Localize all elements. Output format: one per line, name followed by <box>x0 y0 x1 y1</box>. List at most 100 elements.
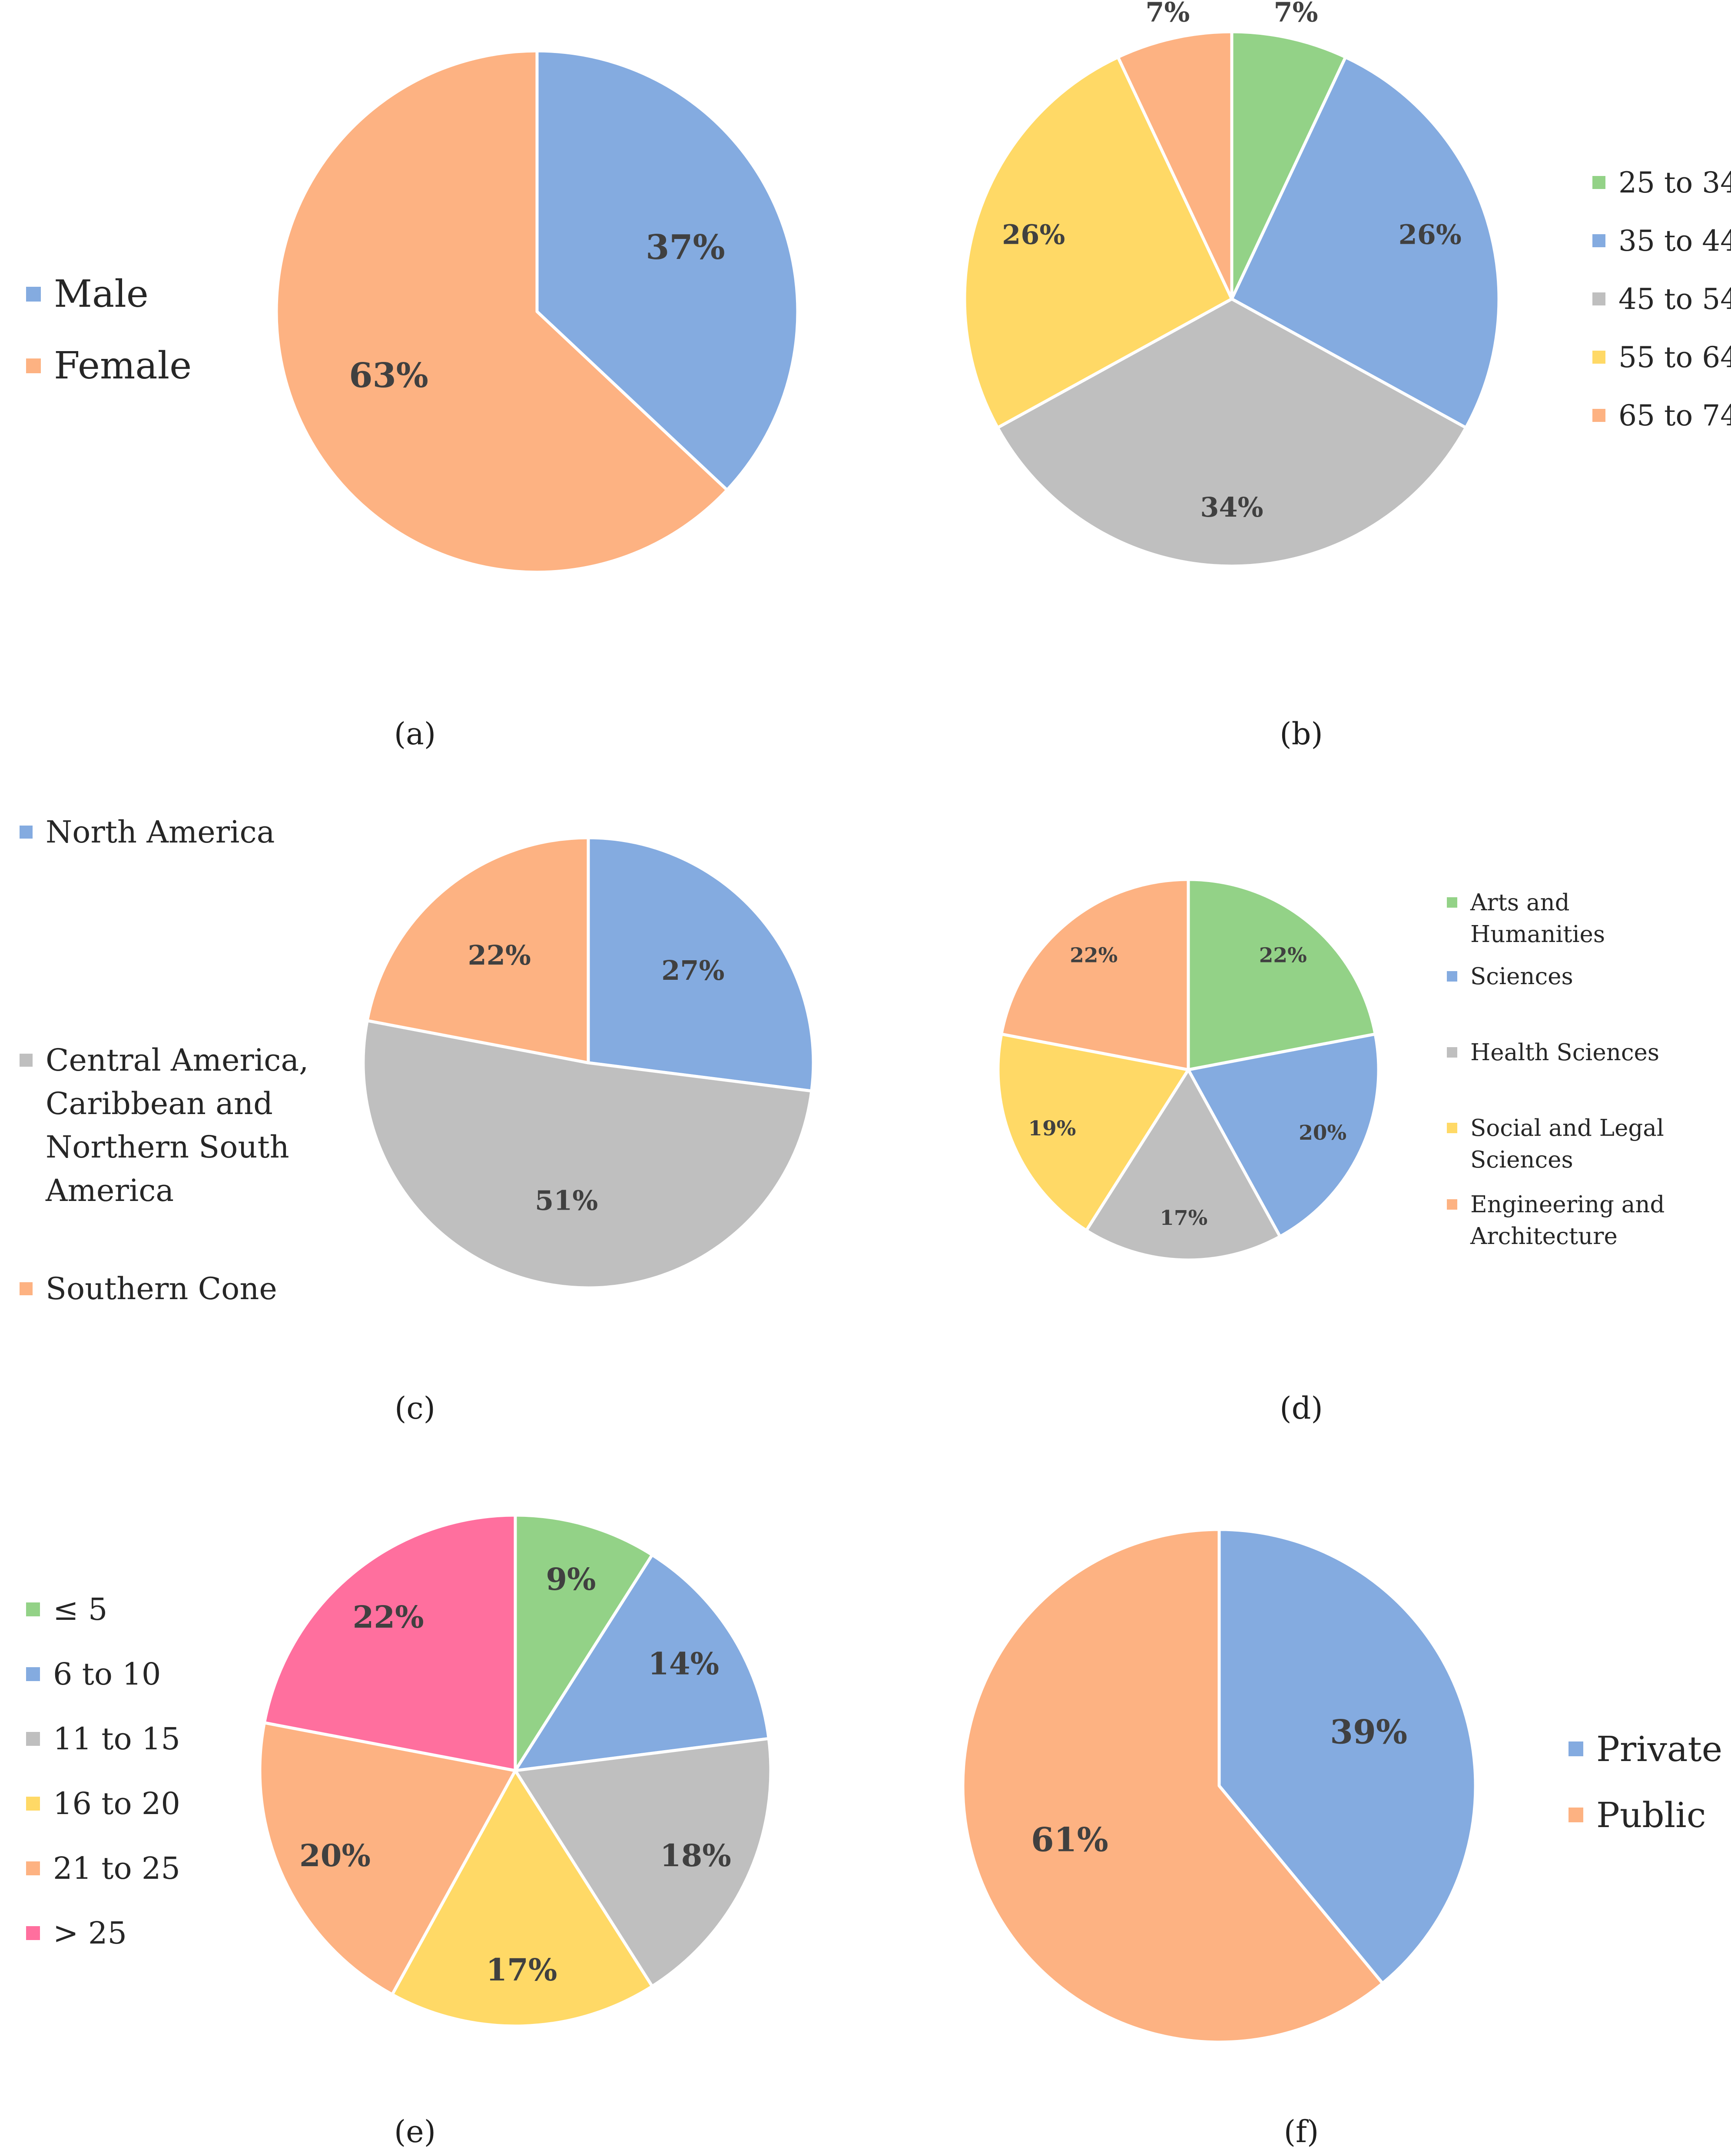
legend-b-label-55-to-64: 55 to 64 <box>1618 341 1731 374</box>
legend-d-label-line: Engineering and <box>1470 1191 1665 1218</box>
pie-f-label-private: 39% <box>1330 1713 1407 1751</box>
pie-d-slice-social-and-legal-sciences <box>996 1032 1190 1232</box>
legend-e-swatch-16-to-20 <box>26 1797 40 1811</box>
legend-d-swatch-engineering-and-architecture <box>1447 1199 1457 1210</box>
pie-e-slice-25 <box>262 1513 517 1772</box>
legend-e-swatch-6-to-10 <box>26 1667 40 1681</box>
legend-f-item-public: Public <box>1569 1795 1706 1835</box>
legend-e-label-21-to-25: 21 to 25 <box>53 1851 180 1886</box>
legend-e-item-5: ≤ 5 <box>26 1592 107 1627</box>
caption-d: (d) <box>1280 1390 1323 1426</box>
legend-d-item-health-sciences: Health Sciences <box>1447 1039 1659 1066</box>
legend-b-label-line: 65 to 74 <box>1618 399 1731 432</box>
legend-f-swatch-public <box>1569 1808 1583 1822</box>
legend-b-label-line: 45 to 54 <box>1618 282 1731 316</box>
pie-c-label-central-america-caribbean-and-northern-south-america: 51% <box>535 1185 598 1217</box>
pie-e-labels: 9% 14% 18% 17% 20% 22% <box>299 1561 731 1988</box>
legend-e-label-5: ≤ 5 <box>53 1592 107 1627</box>
caption-b: (b) <box>1280 716 1323 752</box>
legend-b-label-45-to-54: 45 to 54 <box>1618 282 1731 316</box>
legend-d-label-line: Health Sciences <box>1470 1039 1659 1066</box>
pie-c-slice-north-america <box>587 836 815 1093</box>
legend-e-swatch-25 <box>26 1926 40 1940</box>
caption-f: (f) <box>1284 2114 1319 2149</box>
legend-a-label-line: Female <box>54 344 192 388</box>
pie-f-labels: 39% 61% <box>1031 1713 1407 1859</box>
legend-b-swatch-45-to-54 <box>1592 292 1605 305</box>
pie-c-label-southern-cone: 22% <box>468 939 531 971</box>
panel-d: 22% 20% 17% 19% 22% Arts and Humanities Scienc… <box>996 878 1665 1426</box>
pie-e-label-25: 22% <box>353 1599 424 1635</box>
legend-d-swatch-arts-and-humanities <box>1447 897 1457 908</box>
legend-f-label-line: Private <box>1596 1729 1722 1769</box>
pie-a-labels: 37% 63% <box>349 228 725 395</box>
pie-f-slices <box>961 1528 1477 2044</box>
legend-d-swatch-social-and-legal-sciences <box>1447 1123 1457 1133</box>
panel-f: 39% 61% Private Public (f) <box>961 1528 1722 2149</box>
legend-b-label-35-to-44: 35 to 44 <box>1618 224 1731 258</box>
legend-f-swatch-private <box>1569 1741 1583 1756</box>
pie-d-slice-sciences <box>1187 1032 1380 1238</box>
legend-d-item-social-and-legal-sciences: Social and Legal Sciences <box>1447 1115 1664 1173</box>
legend-c-label-line: Caribbean and <box>46 1086 273 1121</box>
legend-e-label-line: 11 to 15 <box>53 1721 180 1757</box>
pie-f-slice-public <box>961 1528 1384 2044</box>
legend-c-swatch-north-america <box>20 826 33 839</box>
pie-b-slice-25-to-34 <box>1230 30 1347 301</box>
panel-b: 7% 26% 34% 26% 7% 25 to 34 35 to 44 45 to 54 55… <box>963 0 1731 752</box>
pie-d-label-sciences: 20% <box>1299 1121 1346 1145</box>
legend-d-label-health-sciences: Health Sciences <box>1470 1039 1659 1066</box>
legend-d-label-engineering-and-architecture: Engineering and Architecture <box>1470 1191 1665 1250</box>
pie-e-slice-16-to-20 <box>391 1769 654 2028</box>
pie-a-slice-male <box>535 49 799 492</box>
pie-d-slice-arts-and-humanities <box>1187 878 1377 1071</box>
pie-b-label-35-to-44: 26% <box>1399 219 1462 250</box>
legend-e-label-line: 21 to 25 <box>53 1851 180 1886</box>
legend-c-label-line: North America <box>46 814 275 850</box>
legend-b-swatch-65-to-74 <box>1592 409 1605 422</box>
legend-c-swatch-southern-cone <box>20 1282 33 1295</box>
legend-c: North America Central America, Caribbean a… <box>20 814 308 1307</box>
legend-d-swatch-sciences <box>1447 971 1457 982</box>
pie-e-label-16-to-20: 17% <box>486 1952 557 1988</box>
pie-d-slice-engineering-and-architecture <box>1000 878 1190 1071</box>
legend-b: 25 to 34 35 to 44 45 to 54 55 to 64 65 to 74 <box>1592 166 1731 432</box>
pie-b-labels: 7% 26% 34% 26% 7% <box>1002 0 1462 523</box>
pie-d-label-engineering-and-architecture: 22% <box>1070 943 1118 967</box>
pie-c-slice-southern-cone <box>365 836 590 1065</box>
legend-e-item-16-to-20: 16 to 20 <box>26 1786 180 1821</box>
legend-d-label-line: Humanities <box>1470 921 1605 948</box>
pie-e-slice-6-to-10 <box>514 1553 770 1772</box>
caption-c: (c) <box>395 1390 435 1426</box>
panel-a: 37% 63% Male Female (a) <box>26 49 799 752</box>
legend-d-label-line: Arts and <box>1470 889 1570 916</box>
pie-b-label-25-to-34: 7% <box>1274 0 1318 28</box>
pie-f-slice-private <box>1217 1528 1477 1985</box>
legend-e-label-6-to-10: 6 to 10 <box>53 1656 161 1692</box>
legend-b-swatch-55-to-64 <box>1592 351 1605 364</box>
pie-e-slice-11-to-15 <box>514 1737 773 1988</box>
legend-b-label-line: 55 to 64 <box>1618 341 1731 374</box>
legend-c-item-southern-cone: Southern Cone <box>20 1271 277 1307</box>
pie-d-slice-health-sciences <box>1084 1068 1282 1262</box>
legend-f: Private Public <box>1569 1729 1722 1835</box>
pie-c-slices <box>361 836 815 1290</box>
legend-b-swatch-25-to-34 <box>1592 176 1605 189</box>
pie-c-label-north-america: 27% <box>661 955 724 986</box>
caption-a: (a) <box>394 716 436 752</box>
legend-b-item-65-to-74: 65 to 74 <box>1592 399 1731 432</box>
legend-b-item-35-to-44: 35 to 44 <box>1592 224 1731 258</box>
pie-e-label-6-to-10: 14% <box>648 1646 719 1682</box>
legend-d-label-line: Sciences <box>1470 963 1573 990</box>
pie-b-label-55-to-64: 26% <box>1002 219 1065 250</box>
pie-b-slice-55-to-64 <box>963 56 1234 429</box>
legend-e-label-line: > 25 <box>53 1915 127 1951</box>
legend-a-label-line: Male <box>54 272 149 316</box>
legend-a-item-female: Female <box>26 344 192 388</box>
legend-d-label-sciences: Sciences <box>1470 963 1573 990</box>
legend-b-label-25-to-34: 25 to 34 <box>1618 166 1731 199</box>
legend-b-item-45-to-54: 45 to 54 <box>1592 282 1731 316</box>
pie-b-slice-45-to-54 <box>996 297 1468 568</box>
